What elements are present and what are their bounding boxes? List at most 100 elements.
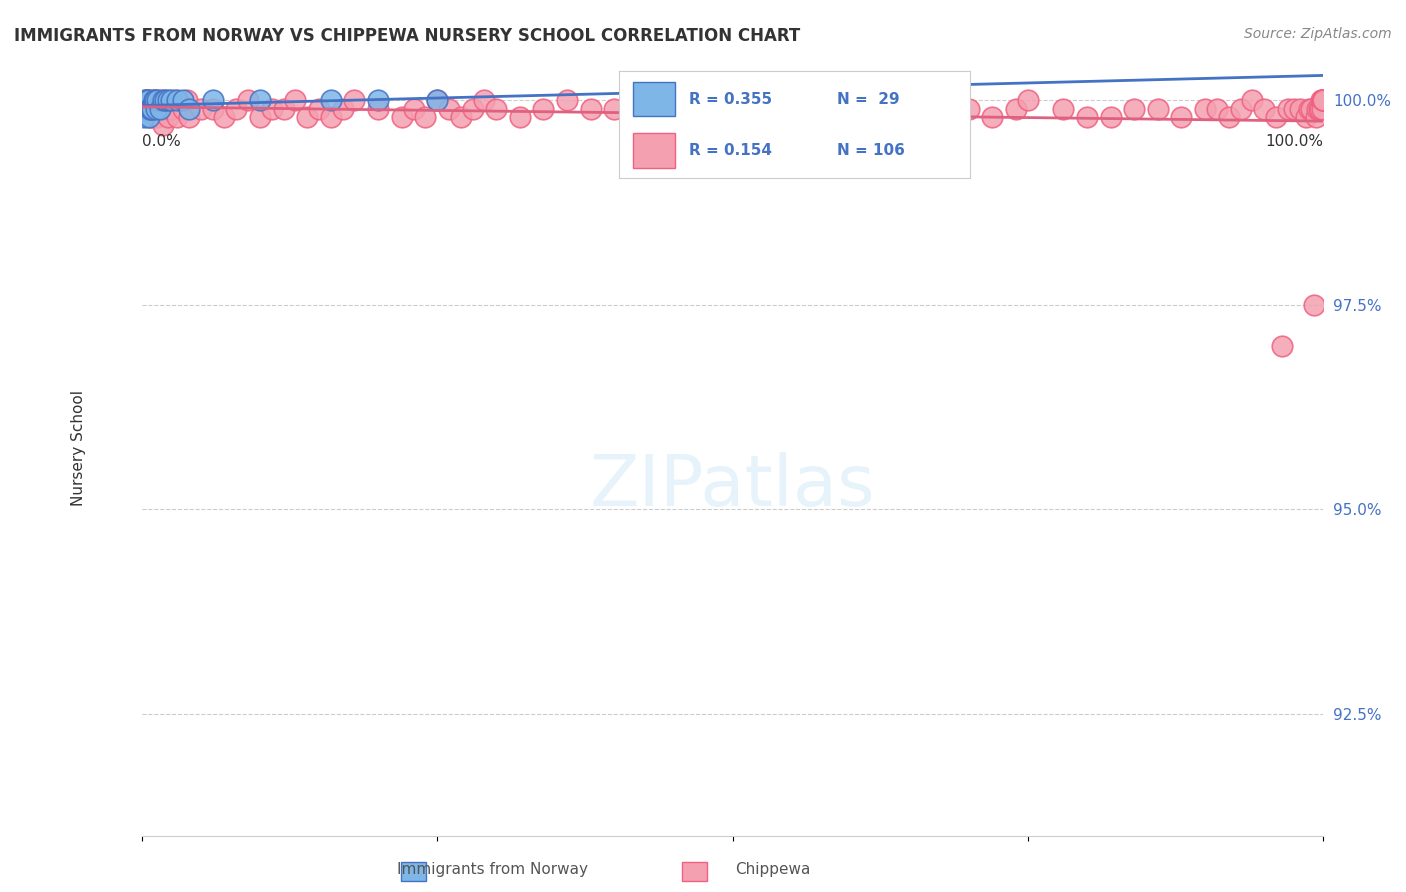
Point bbox=[332, 102, 354, 116]
Point bbox=[319, 110, 342, 124]
Point bbox=[863, 102, 886, 116]
Point bbox=[135, 102, 157, 116]
Point bbox=[177, 102, 200, 116]
Point bbox=[295, 110, 318, 124]
Point bbox=[1309, 94, 1331, 108]
Point bbox=[1076, 110, 1098, 124]
Point bbox=[1271, 339, 1294, 353]
Point bbox=[1005, 102, 1028, 116]
Text: 100.0%: 100.0% bbox=[1265, 134, 1323, 149]
Point bbox=[461, 102, 484, 116]
FancyBboxPatch shape bbox=[633, 82, 675, 116]
Point bbox=[555, 94, 578, 108]
FancyBboxPatch shape bbox=[633, 134, 675, 168]
Point bbox=[141, 110, 163, 124]
Point bbox=[1301, 102, 1323, 116]
Point bbox=[134, 94, 156, 108]
Point bbox=[367, 94, 389, 108]
Point bbox=[1277, 102, 1299, 116]
Point bbox=[1206, 102, 1229, 116]
Point bbox=[1241, 94, 1264, 108]
Point bbox=[934, 118, 956, 132]
Point bbox=[160, 94, 183, 108]
Point bbox=[1306, 102, 1329, 116]
Point bbox=[1312, 94, 1334, 108]
Text: Immigrants from Norway: Immigrants from Norway bbox=[396, 863, 588, 877]
Point bbox=[437, 102, 460, 116]
Point bbox=[132, 102, 155, 116]
Point bbox=[673, 94, 696, 108]
Text: 0.0%: 0.0% bbox=[142, 134, 180, 149]
Point bbox=[156, 94, 179, 108]
Point bbox=[533, 102, 555, 116]
Point bbox=[1295, 110, 1317, 124]
Point bbox=[176, 94, 198, 108]
Point bbox=[887, 110, 910, 124]
Point bbox=[1310, 94, 1333, 108]
Point bbox=[145, 102, 167, 116]
Point bbox=[134, 102, 156, 116]
Point bbox=[402, 102, 425, 116]
Point bbox=[343, 94, 366, 108]
Point bbox=[367, 102, 389, 116]
Point bbox=[450, 110, 472, 124]
Text: Source: ZipAtlas.com: Source: ZipAtlas.com bbox=[1244, 27, 1392, 41]
Point bbox=[509, 110, 531, 124]
Point bbox=[1253, 102, 1275, 116]
Point bbox=[957, 102, 980, 116]
Point bbox=[1170, 110, 1192, 124]
Point bbox=[134, 94, 156, 108]
Point bbox=[146, 94, 169, 108]
Point bbox=[152, 94, 174, 108]
Point bbox=[485, 102, 508, 116]
Point bbox=[579, 102, 602, 116]
Point bbox=[136, 94, 159, 108]
Point bbox=[143, 94, 166, 108]
Point bbox=[426, 94, 449, 108]
Point bbox=[1265, 110, 1288, 124]
Point bbox=[138, 102, 160, 116]
Point bbox=[134, 110, 156, 124]
Text: IMMIGRANTS FROM NORWAY VS CHIPPEWA NURSERY SCHOOL CORRELATION CHART: IMMIGRANTS FROM NORWAY VS CHIPPEWA NURSE… bbox=[14, 27, 800, 45]
Point bbox=[225, 102, 247, 116]
Point bbox=[1017, 94, 1039, 108]
Point bbox=[142, 94, 165, 108]
Point bbox=[1123, 102, 1146, 116]
Point bbox=[139, 102, 162, 116]
Point bbox=[721, 102, 744, 116]
Point bbox=[1312, 94, 1334, 108]
Point bbox=[1302, 298, 1324, 312]
Point bbox=[1305, 110, 1327, 124]
Point bbox=[1052, 102, 1074, 116]
Point bbox=[142, 102, 165, 116]
Point bbox=[172, 94, 194, 108]
Point bbox=[139, 102, 162, 116]
Point bbox=[426, 94, 449, 108]
Point bbox=[981, 110, 1004, 124]
Point bbox=[1282, 102, 1305, 116]
Point bbox=[1312, 94, 1334, 108]
Point bbox=[1309, 102, 1331, 116]
Point bbox=[134, 102, 156, 116]
Point bbox=[136, 94, 159, 108]
Point bbox=[627, 110, 650, 124]
Point bbox=[1310, 102, 1333, 116]
Point bbox=[236, 94, 259, 108]
Text: Chippewa: Chippewa bbox=[735, 863, 811, 877]
Point bbox=[249, 94, 271, 108]
Point bbox=[143, 94, 166, 108]
Point bbox=[1229, 102, 1251, 116]
Point bbox=[1218, 110, 1240, 124]
Point bbox=[136, 102, 159, 116]
Point bbox=[190, 102, 212, 116]
Point bbox=[134, 102, 156, 116]
Point bbox=[141, 94, 163, 108]
Text: ZIPatlas: ZIPatlas bbox=[589, 452, 876, 521]
Point bbox=[415, 110, 437, 124]
Point bbox=[136, 102, 159, 116]
Point bbox=[1308, 102, 1330, 116]
Point bbox=[135, 102, 157, 116]
Y-axis label: Nursery School: Nursery School bbox=[72, 390, 86, 506]
Point bbox=[138, 110, 160, 124]
Point bbox=[1194, 102, 1216, 116]
